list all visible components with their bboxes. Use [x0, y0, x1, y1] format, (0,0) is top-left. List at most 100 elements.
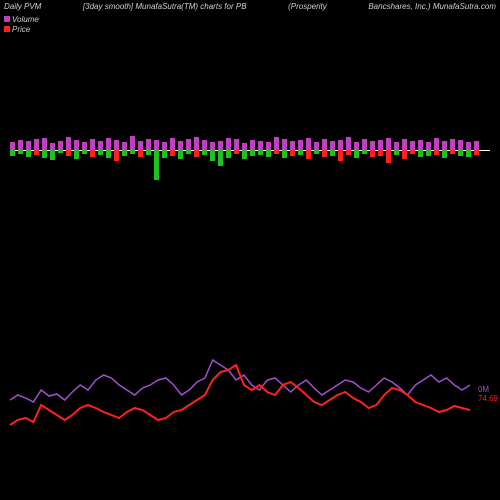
- bar-down: [98, 150, 103, 155]
- bar-down: [146, 150, 151, 155]
- chart-legend: Volume Price: [4, 14, 39, 34]
- bar-up: [258, 141, 263, 150]
- bar-down: [162, 150, 167, 158]
- bar-up: [146, 139, 151, 150]
- bar-down: [218, 150, 223, 166]
- bar-down: [114, 150, 119, 161]
- bar-up: [354, 142, 359, 150]
- bar-up: [330, 141, 335, 150]
- bar-up: [298, 140, 303, 150]
- bar-down: [274, 150, 279, 154]
- volume-axis-label: 0M: [478, 385, 498, 394]
- bar-up: [82, 142, 87, 150]
- bar-up: [98, 141, 103, 150]
- bar-down: [474, 150, 479, 155]
- bar-up: [114, 140, 119, 150]
- bar-up: [90, 139, 95, 150]
- bar-down: [234, 150, 239, 154]
- bar-down: [378, 150, 383, 156]
- bar-down: [178, 150, 183, 159]
- bar-down: [202, 150, 207, 155]
- bar-down: [346, 150, 351, 155]
- bar-up: [458, 140, 463, 150]
- bar-up: [66, 137, 71, 150]
- bar-up: [194, 137, 199, 150]
- bar-down: [122, 150, 127, 156]
- bar-down: [386, 150, 391, 163]
- bar-down: [74, 150, 79, 159]
- bar-down: [154, 150, 159, 180]
- bar-up: [474, 141, 479, 150]
- bar-down: [402, 150, 407, 159]
- bar-up: [178, 141, 183, 150]
- bar-up: [74, 140, 79, 150]
- bar-down: [394, 150, 399, 155]
- pvm-bar-chart: [10, 100, 490, 200]
- bar-up: [242, 143, 247, 150]
- bar-down: [130, 150, 135, 154]
- bar-down: [450, 150, 455, 154]
- legend-swatch-volume: [4, 16, 10, 22]
- bar-up: [434, 138, 439, 150]
- bar-up: [50, 143, 55, 150]
- bar-down: [50, 150, 55, 160]
- bar-up: [402, 139, 407, 150]
- bar-up: [18, 140, 23, 150]
- bar-down: [306, 150, 311, 159]
- bar-down: [322, 150, 327, 157]
- bar-down: [298, 150, 303, 155]
- bar-up: [426, 142, 431, 150]
- bar-down: [258, 150, 263, 155]
- bar-up: [226, 138, 231, 150]
- bar-up: [186, 139, 191, 150]
- bar-up: [210, 142, 215, 150]
- header-title-right: Bancshares, Inc.) MunafaSutra.com: [368, 2, 496, 22]
- right-axis-labels: 0M 74.69: [478, 385, 498, 403]
- bar-up: [170, 138, 175, 150]
- bar-up: [274, 137, 279, 150]
- bar-down: [82, 150, 87, 154]
- bar-down: [138, 150, 143, 157]
- bar-down: [442, 150, 447, 158]
- price-axis-label: 74.69: [478, 394, 498, 403]
- bar-down: [314, 150, 319, 154]
- legend-label-volume: Volume: [12, 15, 39, 24]
- bar-down: [42, 150, 47, 158]
- bar-up: [42, 138, 47, 150]
- legend-label-price: Price: [12, 25, 30, 34]
- bar-up: [306, 138, 311, 150]
- bar-down: [370, 150, 375, 157]
- bar-up: [466, 142, 471, 150]
- bar-down: [282, 150, 287, 158]
- bar-down: [34, 150, 39, 155]
- legend-swatch-price: [4, 26, 10, 32]
- bar-down: [338, 150, 343, 161]
- bar-down: [266, 150, 271, 157]
- bar-up: [34, 139, 39, 150]
- bar-down: [26, 150, 31, 157]
- bar-up: [370, 141, 375, 150]
- bar-up: [450, 139, 455, 150]
- legend-item-volume: Volume: [4, 14, 39, 24]
- bar-up: [314, 142, 319, 150]
- bar-up: [282, 139, 287, 150]
- bar-down: [66, 150, 71, 156]
- bar-up: [346, 137, 351, 150]
- bar-up: [10, 142, 15, 150]
- bar-down: [226, 150, 231, 158]
- bar-down: [18, 150, 23, 154]
- bar-down: [362, 150, 367, 154]
- bar-down: [330, 150, 335, 156]
- bar-down: [290, 150, 295, 156]
- bar-down: [466, 150, 471, 157]
- line-svg: [10, 330, 470, 450]
- bar-up: [162, 142, 167, 150]
- price-line: [10, 365, 470, 425]
- bar-up: [26, 141, 31, 150]
- bar-down: [58, 150, 63, 153]
- bar-up: [394, 142, 399, 150]
- bar-down: [10, 150, 15, 156]
- bar-up: [266, 142, 271, 150]
- legend-item-price: Price: [4, 24, 39, 34]
- header-title-center-right: (Prosperity: [288, 2, 327, 22]
